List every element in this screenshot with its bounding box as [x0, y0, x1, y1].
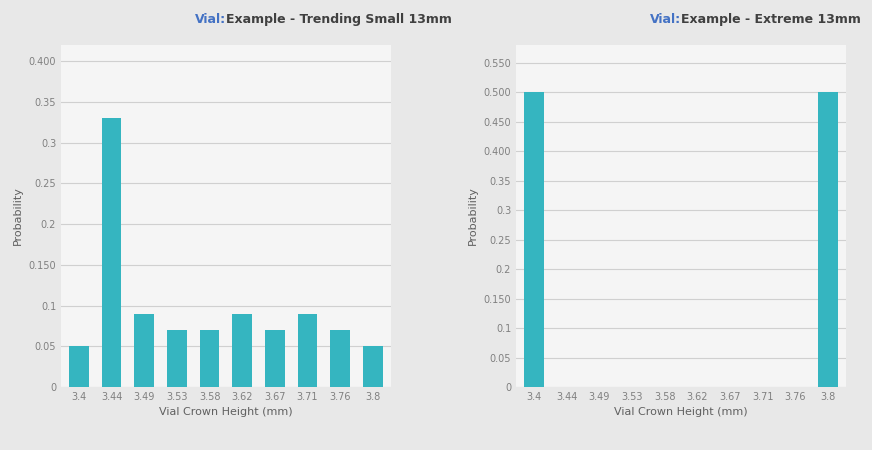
Bar	[134, 314, 154, 387]
Bar	[265, 330, 284, 387]
Text: Vial:: Vial:	[650, 13, 681, 26]
Bar	[233, 314, 252, 387]
Bar	[200, 330, 220, 387]
Text: Vial:: Vial:	[194, 13, 226, 26]
Bar	[69, 346, 89, 387]
Bar	[818, 92, 838, 387]
Bar	[330, 330, 350, 387]
Bar	[167, 330, 187, 387]
Text: Example - Trending Small 13mm: Example - Trending Small 13mm	[226, 13, 452, 26]
Bar	[297, 314, 317, 387]
Bar	[102, 118, 121, 387]
Y-axis label: Probability: Probability	[13, 187, 23, 245]
X-axis label: Vial Crown Height (mm): Vial Crown Height (mm)	[159, 407, 293, 418]
X-axis label: Vial Crown Height (mm): Vial Crown Height (mm)	[614, 407, 748, 418]
Bar	[524, 92, 544, 387]
Y-axis label: Probability: Probability	[468, 187, 478, 245]
Bar	[363, 346, 383, 387]
Text: Example - Extreme 13mm: Example - Extreme 13mm	[681, 13, 861, 26]
